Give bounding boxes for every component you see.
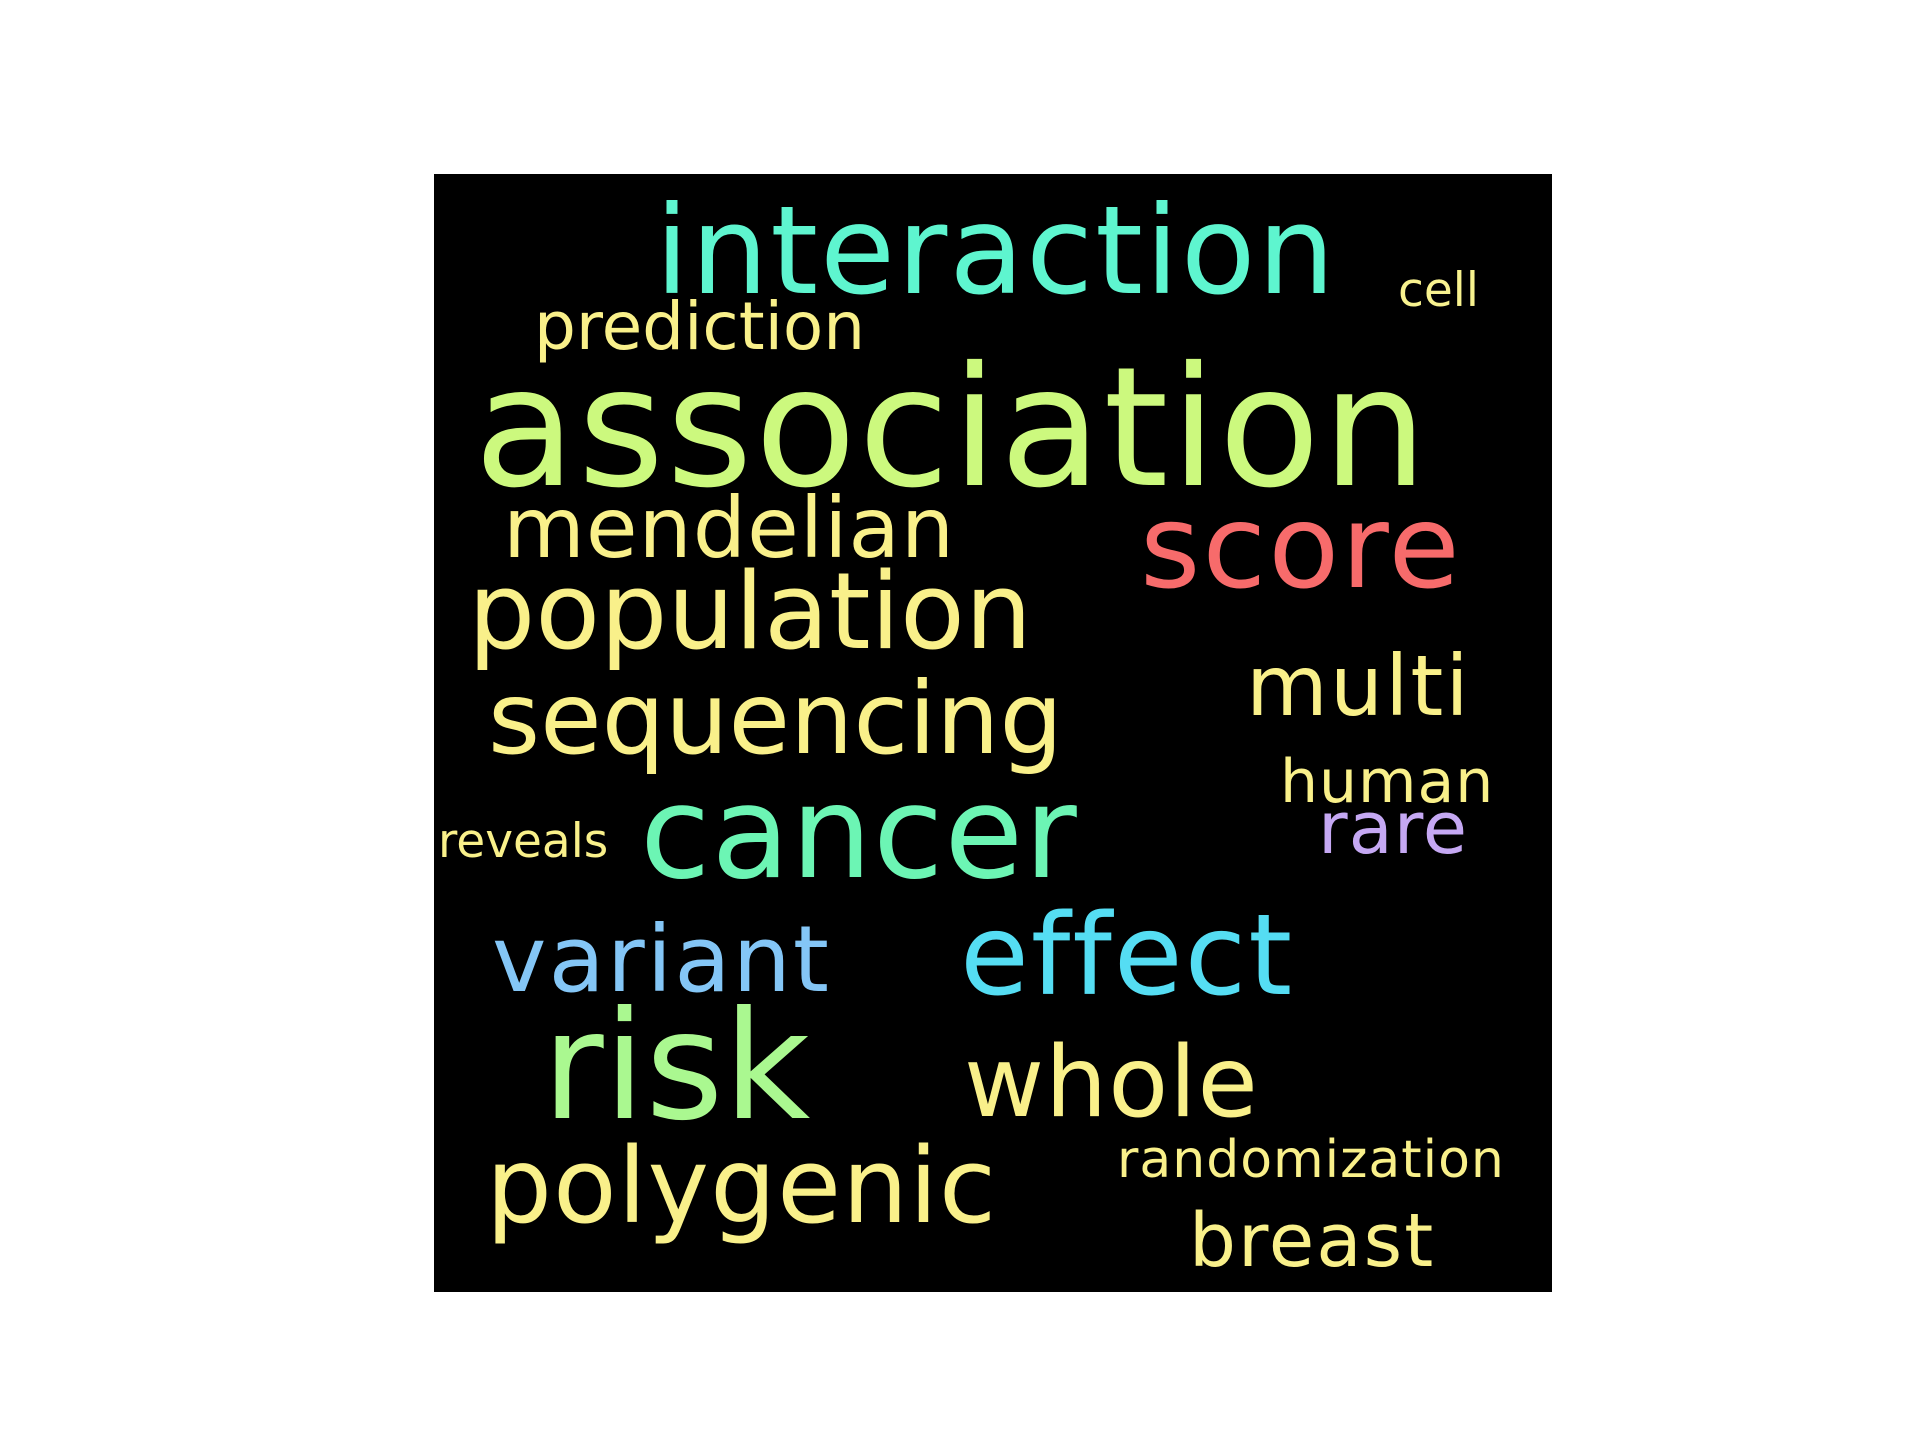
word-multi: multi [1246,637,1471,735]
word-cancer: cancer [640,759,1078,908]
word-association: association [474,332,1430,525]
word-mendelian: mendelian [503,479,956,577]
word-reveals: reveals [438,814,609,869]
word-sequencing: sequencing [488,660,1063,777]
word-risk: risk [542,980,811,1154]
word-population: population [468,550,1033,673]
word-polygenic: polygenic [486,1125,998,1247]
word-effect: effect [960,891,1295,1021]
word-prediction: prediction [534,288,866,365]
word-cell: cell [1398,263,1479,318]
word-cloud-panel: interaction cell prediction association … [434,174,1552,1292]
word-rare: rare [1318,786,1469,870]
word-breast: breast [1189,1198,1436,1284]
word-score: score [1140,480,1462,615]
word-human: human [1280,747,1495,817]
word-randomization: randomization [1117,1130,1505,1190]
word-variant: variant [492,906,831,1013]
word-whole: whole [964,1026,1259,1140]
word-interaction: interaction [655,180,1337,322]
